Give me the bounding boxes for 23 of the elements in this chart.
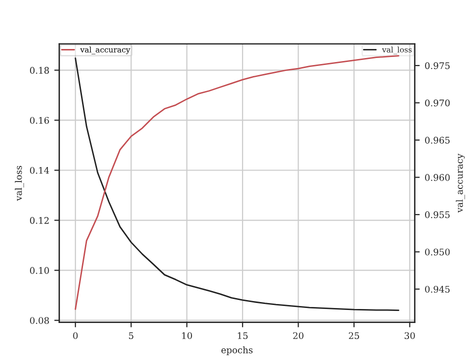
y2-tick-label: 0.945: [425, 286, 450, 293]
x-tick-label: 20: [293, 332, 304, 340]
x-tick-label: 10: [182, 332, 192, 340]
y2-tick-label: 0.975: [425, 62, 450, 70]
y-tick-label: 0.16: [30, 116, 49, 124]
x-tick-label: 15: [238, 332, 248, 340]
x-tick-label: 0: [73, 332, 78, 340]
y-tick-label: 0.12: [30, 217, 49, 224]
x-tick-label: 25: [348, 332, 360, 340]
y2-tick-label: 0.950: [425, 248, 450, 256]
y2-tick-label: 0.960: [425, 174, 450, 181]
y2-tick-label: 0.970: [425, 100, 450, 106]
y2-tick-label: 0.955: [425, 211, 450, 218]
y2-axis-title: val_accuracy: [456, 154, 465, 213]
x-axis-title: epochs: [221, 346, 253, 356]
y-tick-label: 0.08: [30, 317, 49, 324]
y-tick-label: 0.10: [30, 267, 49, 274]
y2-tick-label: 0.965: [425, 136, 450, 144]
x-tick-label: 5: [129, 332, 134, 340]
y-axis-title: val_loss: [14, 166, 24, 201]
y-tick-label: 0.14: [30, 166, 50, 174]
y-tick-label: 0.18: [30, 66, 49, 74]
x-tick-label: 30: [404, 332, 415, 340]
